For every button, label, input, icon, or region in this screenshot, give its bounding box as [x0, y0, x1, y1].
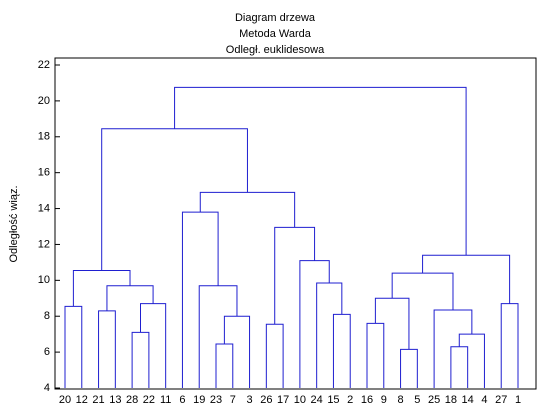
leaf-label: 5	[414, 394, 420, 406]
leaf-label: 20	[59, 394, 71, 406]
leaf-label: 22	[143, 394, 155, 406]
leaf-label: 23	[210, 394, 222, 406]
leaf-label: 19	[193, 394, 205, 406]
leaf-label: 7	[230, 394, 236, 406]
merge-link	[198, 285, 238, 388]
y-tick-label: 6	[44, 346, 50, 358]
merge-link	[174, 86, 467, 256]
leaf-label: 6	[179, 394, 185, 406]
merge-link	[433, 309, 473, 388]
chart-subtitle: Metoda Warda	[239, 28, 312, 40]
merge-link	[332, 313, 351, 388]
y-tick-label: 14	[38, 202, 50, 214]
leaf-label: 26	[260, 394, 272, 406]
y-tick-label: 10	[38, 274, 50, 286]
leaf-label: 11	[160, 394, 171, 406]
merge-link	[391, 272, 454, 310]
leaf-label: 24	[311, 394, 323, 406]
leaf-label: 2	[347, 394, 353, 406]
leaf-label: 13	[109, 394, 121, 406]
y-tick-label: 8	[44, 310, 50, 322]
leaf-label: 28	[126, 394, 138, 406]
leaf-label: 25	[428, 394, 440, 406]
leaf-label: 8	[397, 394, 403, 406]
merge-link	[199, 191, 296, 228]
y-axis-label: Odległość wiąz.	[8, 185, 20, 262]
merge-link	[64, 305, 83, 388]
leaf-label: 15	[327, 394, 339, 406]
leaf-label: 16	[361, 394, 373, 406]
merge-link	[101, 128, 248, 271]
leaf-label: 4	[481, 394, 487, 406]
y-tick-label: 20	[38, 95, 50, 107]
leaf-label: 3	[246, 394, 252, 406]
merge-link	[98, 310, 116, 388]
leaf-label: 27	[495, 394, 507, 406]
merge-link	[106, 285, 154, 311]
leaf-label: 21	[92, 394, 104, 406]
chart-title: Diagram drzewa	[235, 12, 316, 24]
leaf-label: 17	[277, 394, 289, 406]
merge-link	[374, 297, 410, 350]
y-tick-label: 22	[38, 59, 50, 71]
leaf-label: 14	[462, 394, 474, 406]
leaf-label: 9	[381, 394, 387, 406]
y-tick-label: 16	[38, 167, 50, 179]
y-tick-label: 12	[38, 238, 50, 250]
y-tick-label: 18	[38, 131, 50, 143]
leaf-label: 18	[445, 394, 457, 406]
leaf-label: 12	[76, 394, 88, 406]
leaf-label: 10	[294, 394, 306, 406]
merge-link	[72, 269, 131, 307]
y-tick-label: 4	[44, 382, 50, 394]
chart-subtitle: Odległ. euklidesowa	[226, 44, 325, 56]
merge-link	[458, 333, 485, 388]
merge-link	[450, 346, 469, 388]
plot-frame	[54, 57, 537, 390]
leaf-label: 1	[515, 394, 521, 406]
